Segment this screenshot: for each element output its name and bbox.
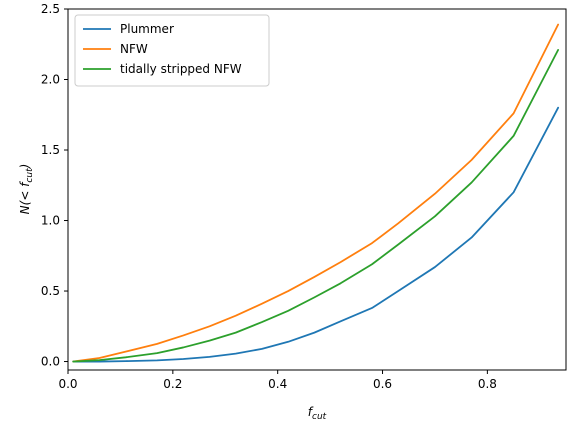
legend-label: NFW [120,42,148,56]
series-line-plummer [72,106,560,363]
y-tick-label: 1.5 [41,143,60,157]
y-axis: 0.0 0.5 1.0 1.5 2.0 2.5 [41,2,68,369]
y-tick-label: 2.5 [41,2,60,16]
series-line-nfw [72,23,560,363]
legend-box [74,14,270,87]
x-axis-label: fcut [308,405,327,422]
y-tick-label: 0.0 [41,355,60,369]
y-tick-label: 2.0 [41,73,60,87]
x-axis: 0.0 0.2 0.4 0.6 0.8 [58,370,497,391]
plot-frame [67,8,567,371]
x-tick-label: 0.2 [163,377,182,391]
plot-area [72,23,560,363]
legend: Plummer NFW tidally stripped NFW [74,14,270,87]
y-tick-label: 0.5 [41,284,60,298]
legend-label: tidally stripped NFW [120,62,242,76]
y-axis-label: N(< fcut) [18,164,35,215]
x-tick-label: 0.8 [478,377,497,391]
legend-label: Plummer [120,22,174,36]
x-tick-label: 0.0 [58,377,77,391]
x-tick-label: 0.4 [268,377,287,391]
x-tick-label: 0.6 [373,377,392,391]
series-line-tidally-stripped-nfw [72,48,560,363]
y-tick-label: 1.0 [41,214,60,228]
